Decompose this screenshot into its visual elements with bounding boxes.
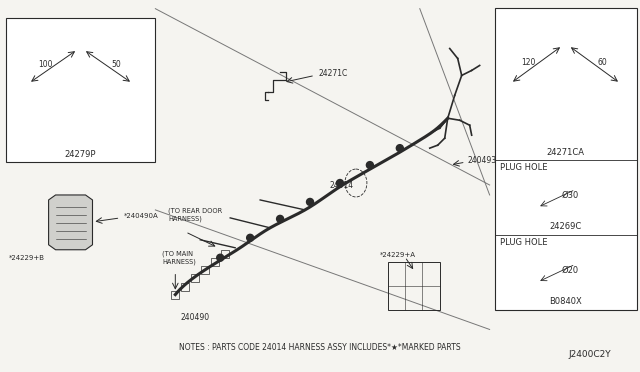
Text: J2400C2Y: J2400C2Y xyxy=(568,350,611,359)
Circle shape xyxy=(337,180,344,186)
Text: 24279P: 24279P xyxy=(65,150,96,158)
Text: *240490A: *240490A xyxy=(124,213,158,219)
Circle shape xyxy=(246,234,253,241)
Bar xyxy=(211,258,220,266)
Text: (TO REAR DOOR
HARNESS): (TO REAR DOOR HARNESS) xyxy=(168,208,223,222)
Text: (TO MAIN
HARNESS): (TO MAIN HARNESS) xyxy=(163,250,196,265)
Bar xyxy=(495,8,637,310)
Bar xyxy=(201,266,209,274)
Circle shape xyxy=(396,145,403,152)
Text: PLUG HOLE: PLUG HOLE xyxy=(500,238,547,247)
Text: NOTES : PARTS CODE 24014 HARNESS ASSY INCLUDES*★*MARKED PARTS: NOTES : PARTS CODE 24014 HARNESS ASSY IN… xyxy=(179,343,461,352)
Polygon shape xyxy=(49,195,93,250)
Text: 24014: 24014 xyxy=(330,180,354,189)
Bar xyxy=(191,274,199,282)
Text: 60: 60 xyxy=(598,58,607,67)
Text: *24229+A: *24229+A xyxy=(380,252,416,258)
Bar xyxy=(221,250,229,258)
Text: PLUG HOLE: PLUG HOLE xyxy=(500,163,547,172)
Bar xyxy=(181,283,189,291)
Circle shape xyxy=(217,254,224,261)
Text: 240490: 240490 xyxy=(180,313,210,322)
Circle shape xyxy=(366,161,373,169)
Text: Ø20: Ø20 xyxy=(562,266,579,275)
Text: 100: 100 xyxy=(38,60,52,69)
Text: B0840X: B0840X xyxy=(549,297,582,306)
Text: 24271C: 24271C xyxy=(318,69,348,78)
Text: *24229+B: *24229+B xyxy=(9,255,45,261)
Circle shape xyxy=(307,198,314,205)
Bar xyxy=(388,262,440,310)
Text: 24269C: 24269C xyxy=(549,222,582,231)
Text: 240493: 240493 xyxy=(468,155,497,164)
Text: 120: 120 xyxy=(522,58,536,67)
Text: 24271CA: 24271CA xyxy=(547,148,584,157)
Bar xyxy=(6,17,156,162)
Bar xyxy=(172,291,179,299)
Circle shape xyxy=(276,215,284,222)
Text: 50: 50 xyxy=(111,60,121,69)
Text: Ø30: Ø30 xyxy=(562,191,579,200)
